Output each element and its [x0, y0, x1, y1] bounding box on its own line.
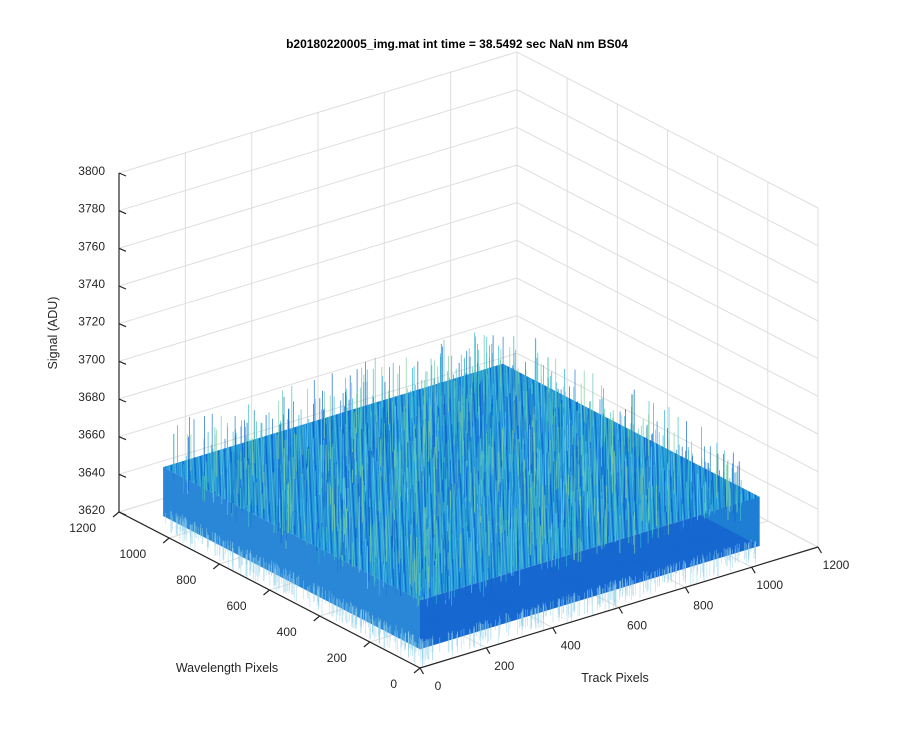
z-tick-label: 3640 — [78, 465, 105, 479]
z-tick-label: 3760 — [78, 239, 105, 253]
z-tick-label: 3720 — [78, 315, 105, 329]
y-tick-label: 1000 — [119, 547, 146, 561]
z-tick-mark — [118, 511, 127, 516]
x-tick-mark — [751, 566, 756, 574]
grid-line-z — [118, 202, 819, 360]
x-tick-label: 600 — [627, 619, 647, 633]
z-tick-label: 3740 — [78, 277, 105, 291]
z-tick-label: 3680 — [78, 390, 105, 404]
grid-line-z — [118, 277, 819, 435]
z-tick-label: 3780 — [78, 202, 105, 216]
y-tick-label: 800 — [176, 573, 196, 587]
surface-side-front — [420, 496, 760, 650]
y-tick-label: 600 — [226, 599, 246, 613]
y-tick-label: 1200 — [69, 521, 96, 535]
z-axis-title: Signal (ADU) — [46, 297, 60, 370]
z-tick-mark — [118, 398, 127, 403]
grid-line-z — [118, 164, 819, 322]
chart-title: b20180220005_img.mat int time = 38.5492 … — [286, 37, 628, 51]
grid-line-z — [118, 89, 819, 247]
z-tick-label: 3620 — [78, 503, 105, 517]
z-tick-label: 3700 — [78, 352, 105, 366]
grid-line-z — [118, 239, 819, 397]
z-tick-mark — [118, 360, 127, 365]
z-tick-mark — [118, 473, 127, 478]
x-tick-mark — [684, 587, 690, 594]
x-tick-label: 200 — [494, 659, 514, 673]
x-tick-label: 1200 — [823, 558, 850, 572]
grid-line-z — [118, 315, 819, 473]
z-tick-mark — [118, 436, 127, 441]
y-tick-label: 0 — [390, 677, 397, 691]
z-tick-mark — [118, 247, 127, 252]
x-tick-mark — [552, 627, 557, 634]
tick-marks — [112, 172, 823, 675]
grid-line-z — [118, 126, 819, 284]
tick-labels: 0 200 400 600 800 1000 1200 0 200 400 600 800 1000 12… — [69, 164, 849, 693]
x-tick-label: 0 — [435, 679, 442, 693]
x-tick-label: 1000 — [756, 578, 783, 592]
y-tick-label: 400 — [277, 625, 297, 639]
z-tick-label: 3660 — [78, 428, 105, 442]
y-tick-mark — [162, 537, 170, 544]
z-tick-mark — [118, 210, 127, 215]
x-tick-label: 800 — [693, 598, 713, 612]
y-tick-mark — [313, 615, 321, 622]
y-tick-mark — [413, 667, 421, 674]
y-tick-mark — [112, 511, 120, 518]
x-tick-mark — [618, 607, 624, 614]
y-tick-mark — [363, 641, 371, 648]
y-tick-label: 200 — [327, 651, 347, 665]
z-tick-mark — [118, 172, 127, 177]
y-tick-mark — [212, 563, 220, 570]
grid-line-z — [118, 51, 819, 209]
z-tick-mark — [118, 323, 127, 328]
x-tick-mark — [485, 647, 491, 655]
x-tick-label: 400 — [561, 639, 581, 653]
x-tick-mark — [817, 546, 823, 554]
data-surface — [163, 332, 760, 668]
x-tick-mark — [419, 667, 425, 675]
z-tick-label: 3800 — [78, 164, 105, 178]
wavelength-axis-title: Wavelength Pixels — [176, 661, 278, 675]
y-tick-mark — [263, 589, 270, 596]
track-axis-title: Track Pixels — [581, 671, 649, 685]
z-tick-mark — [118, 285, 127, 290]
